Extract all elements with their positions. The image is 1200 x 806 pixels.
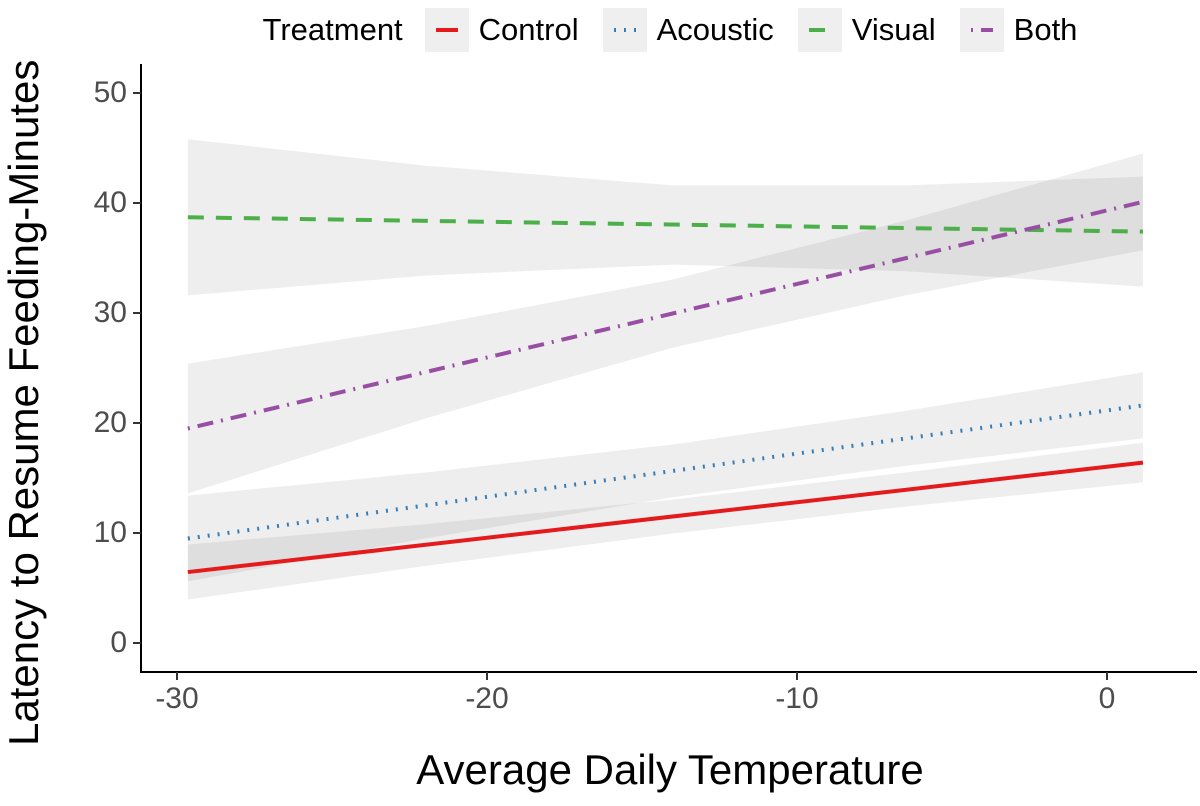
legend-label-both: Both xyxy=(1013,12,1078,47)
y-tick-label-0: 0 xyxy=(110,626,127,659)
legend-title: Treatment xyxy=(262,12,403,47)
visual-linetype-icon xyxy=(797,8,842,52)
legend-label-visual: Visual xyxy=(851,12,936,47)
y-tick-label-20: 20 xyxy=(93,406,127,439)
y-tick-label-40: 40 xyxy=(93,186,127,219)
x-tick-label-0: 0 xyxy=(1098,682,1116,715)
legend-item-visual: Visual xyxy=(797,8,936,52)
x-tick-label--20: -20 xyxy=(465,682,509,715)
both-line xyxy=(187,199,1144,431)
x-axis-title: Average Daily Temperature xyxy=(416,746,924,793)
y-tick-label-30: 30 xyxy=(93,296,127,329)
legend-items: Control Acoustic Visual Both xyxy=(424,8,1078,52)
acoustic-ci-band xyxy=(187,372,1143,582)
y-tick-label-50: 50 xyxy=(93,76,127,109)
y-axis-title: Latency to Resume Feeding-Minutes xyxy=(0,59,47,747)
legend: Treatment Control Acoustic Visual Both xyxy=(140,4,1200,56)
x-tick-label--10: -10 xyxy=(775,682,819,715)
acoustic-line xyxy=(187,403,1144,541)
legend-item-acoustic: Acoustic xyxy=(602,8,774,52)
legend-label-acoustic: Acoustic xyxy=(656,12,774,47)
visual-line xyxy=(187,215,1143,234)
both-linetype-icon xyxy=(959,8,1004,52)
visual-ci-band xyxy=(187,139,1143,296)
control-linetype-icon xyxy=(424,8,469,52)
control-line xyxy=(187,460,1144,575)
both-ci-band xyxy=(187,153,1143,494)
x-tick-label--30: -30 xyxy=(155,682,199,715)
acoustic-linetype-icon xyxy=(602,8,647,52)
control-ci-band xyxy=(187,442,1143,600)
y-tick-label-10: 10 xyxy=(93,516,127,549)
legend-item-both: Both xyxy=(959,8,1078,52)
legend-item-control: Control xyxy=(424,8,579,52)
legend-label-control: Control xyxy=(478,12,579,47)
axis-lines xyxy=(140,64,1197,673)
